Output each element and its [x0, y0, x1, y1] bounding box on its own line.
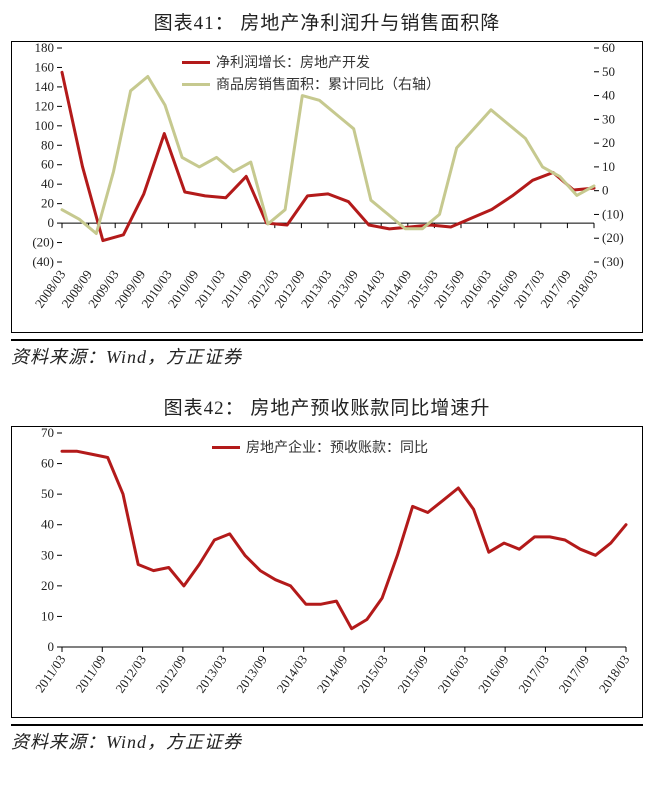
svg-text:180: 180: [35, 42, 55, 55]
svg-text:20: 20: [41, 196, 54, 211]
svg-text:2011/03: 2011/03: [32, 652, 68, 695]
chart-42-legend: 房地产企业：预收账款：同比: [212, 437, 428, 457]
svg-text:0: 0: [48, 215, 55, 230]
svg-text:(20): (20): [32, 235, 54, 250]
legend-item: 商品房销售面积：累计同比（右轴）: [182, 74, 440, 94]
svg-text:100: 100: [35, 118, 55, 133]
svg-text:2015/03: 2015/03: [354, 652, 391, 696]
svg-text:2018/03: 2018/03: [596, 652, 633, 696]
legend-swatch: [182, 61, 210, 64]
chart-42-box: 0 10 20 30 40 50 60 70 2011/032011/092012/032012…: [11, 426, 643, 718]
svg-text:120: 120: [35, 98, 55, 113]
chart-41-rule: [11, 339, 643, 341]
svg-text:2016/03: 2016/03: [435, 652, 472, 696]
svg-text:50: 50: [602, 64, 615, 79]
svg-text:2012/03: 2012/03: [112, 652, 149, 696]
legend-item: 净利润增长：房地产开发: [182, 52, 440, 72]
svg-text:30: 30: [602, 111, 615, 126]
chart-41-box: (40)(20)020406080100120140160180(30)(20)…: [11, 41, 643, 333]
svg-text:10: 10: [41, 608, 54, 623]
svg-text:40: 40: [41, 176, 54, 191]
legend-item: 房地产企业：预收账款：同比: [212, 437, 428, 457]
svg-text:60: 60: [41, 456, 54, 471]
chart-42-title: 图表42： 房地产预收账款同比增速升: [11, 393, 643, 420]
legend-swatch: [182, 83, 210, 86]
svg-text:2014/09: 2014/09: [314, 652, 351, 696]
svg-text:0: 0: [602, 183, 609, 198]
svg-text:60: 60: [602, 42, 615, 55]
svg-text:40: 40: [602, 88, 615, 103]
svg-text:50: 50: [41, 486, 54, 501]
chart-41-panel: 图表41： 房地产净利润升与销售面积降 (40)(20)020406080100…: [11, 8, 643, 369]
chart-42-rule: [11, 724, 643, 726]
svg-text:70: 70: [41, 427, 54, 440]
chart-41-title: 图表41： 房地产净利润升与销售面积降: [11, 8, 643, 35]
svg-text:2013/03: 2013/03: [193, 652, 230, 696]
svg-text:2017/03: 2017/03: [515, 652, 552, 696]
svg-text:2014/03: 2014/03: [273, 652, 310, 696]
svg-text:140: 140: [35, 79, 55, 94]
chart-42-svg: 0 10 20 30 40 50 60 70 2011/032011/092012/032012…: [12, 427, 644, 717]
svg-text:(40): (40): [32, 254, 54, 269]
svg-text:2011/09: 2011/09: [72, 652, 108, 695]
svg-text:2015/09: 2015/09: [394, 652, 431, 696]
svg-text:20: 20: [41, 578, 54, 593]
svg-text:2017/09: 2017/09: [555, 652, 592, 696]
chart-42-panel: 图表42： 房地产预收账款同比增速升 0 10 20 30 40 50 60 70 2011/0…: [11, 393, 643, 754]
svg-text:30: 30: [41, 547, 54, 562]
legend-swatch: [212, 446, 240, 449]
svg-text:160: 160: [35, 59, 55, 74]
svg-text:2013/09: 2013/09: [233, 652, 270, 696]
svg-text:80: 80: [41, 137, 54, 152]
svg-text:2012/09: 2012/09: [153, 652, 190, 696]
legend-label: 房地产企业：预收账款：同比: [246, 437, 428, 457]
chart-42-source: 资料来源：Wind，方正证券: [11, 728, 643, 754]
svg-text:10: 10: [602, 159, 615, 174]
svg-text:0: 0: [48, 639, 55, 654]
legend-label: 商品房销售面积：累计同比（右轴）: [216, 74, 440, 94]
svg-text:2016/09: 2016/09: [475, 652, 512, 696]
legend-label: 净利润增长：房地产开发: [216, 52, 370, 72]
svg-text:40: 40: [41, 517, 54, 532]
svg-text:(10): (10): [602, 206, 624, 221]
svg-text:20: 20: [602, 135, 615, 150]
svg-text:(30): (30): [602, 254, 624, 269]
chart-41-legend: 净利润增长：房地产开发商品房销售面积：累计同比（右轴）: [182, 52, 440, 94]
chart-41-source: 资料来源：Wind，方正证券: [11, 343, 643, 369]
svg-text:(20): (20): [602, 230, 624, 245]
svg-text:60: 60: [41, 157, 54, 172]
